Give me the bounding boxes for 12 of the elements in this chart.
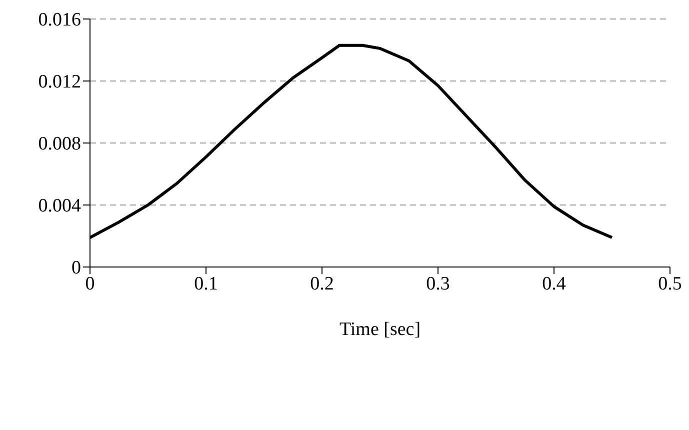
x-tick-label: 0.2 — [310, 273, 334, 294]
y-tick-label: 0.004 — [38, 196, 82, 217]
x-tick-label: 0.5 — [658, 273, 682, 294]
x-tick-label: 0.1 — [194, 273, 218, 294]
y-tick-label: 0.012 — [38, 72, 81, 93]
y-tick-label: 0.016 — [38, 10, 81, 31]
x-axis-title: Time [sec] — [339, 319, 421, 340]
y-tick-label: 0.008 — [38, 134, 81, 155]
x-tick-label: 0.4 — [542, 273, 566, 294]
y-tick-label: 0 — [72, 258, 81, 279]
x-tick-label: 0.3 — [426, 273, 450, 294]
x-tick-label: 0 — [85, 273, 95, 294]
